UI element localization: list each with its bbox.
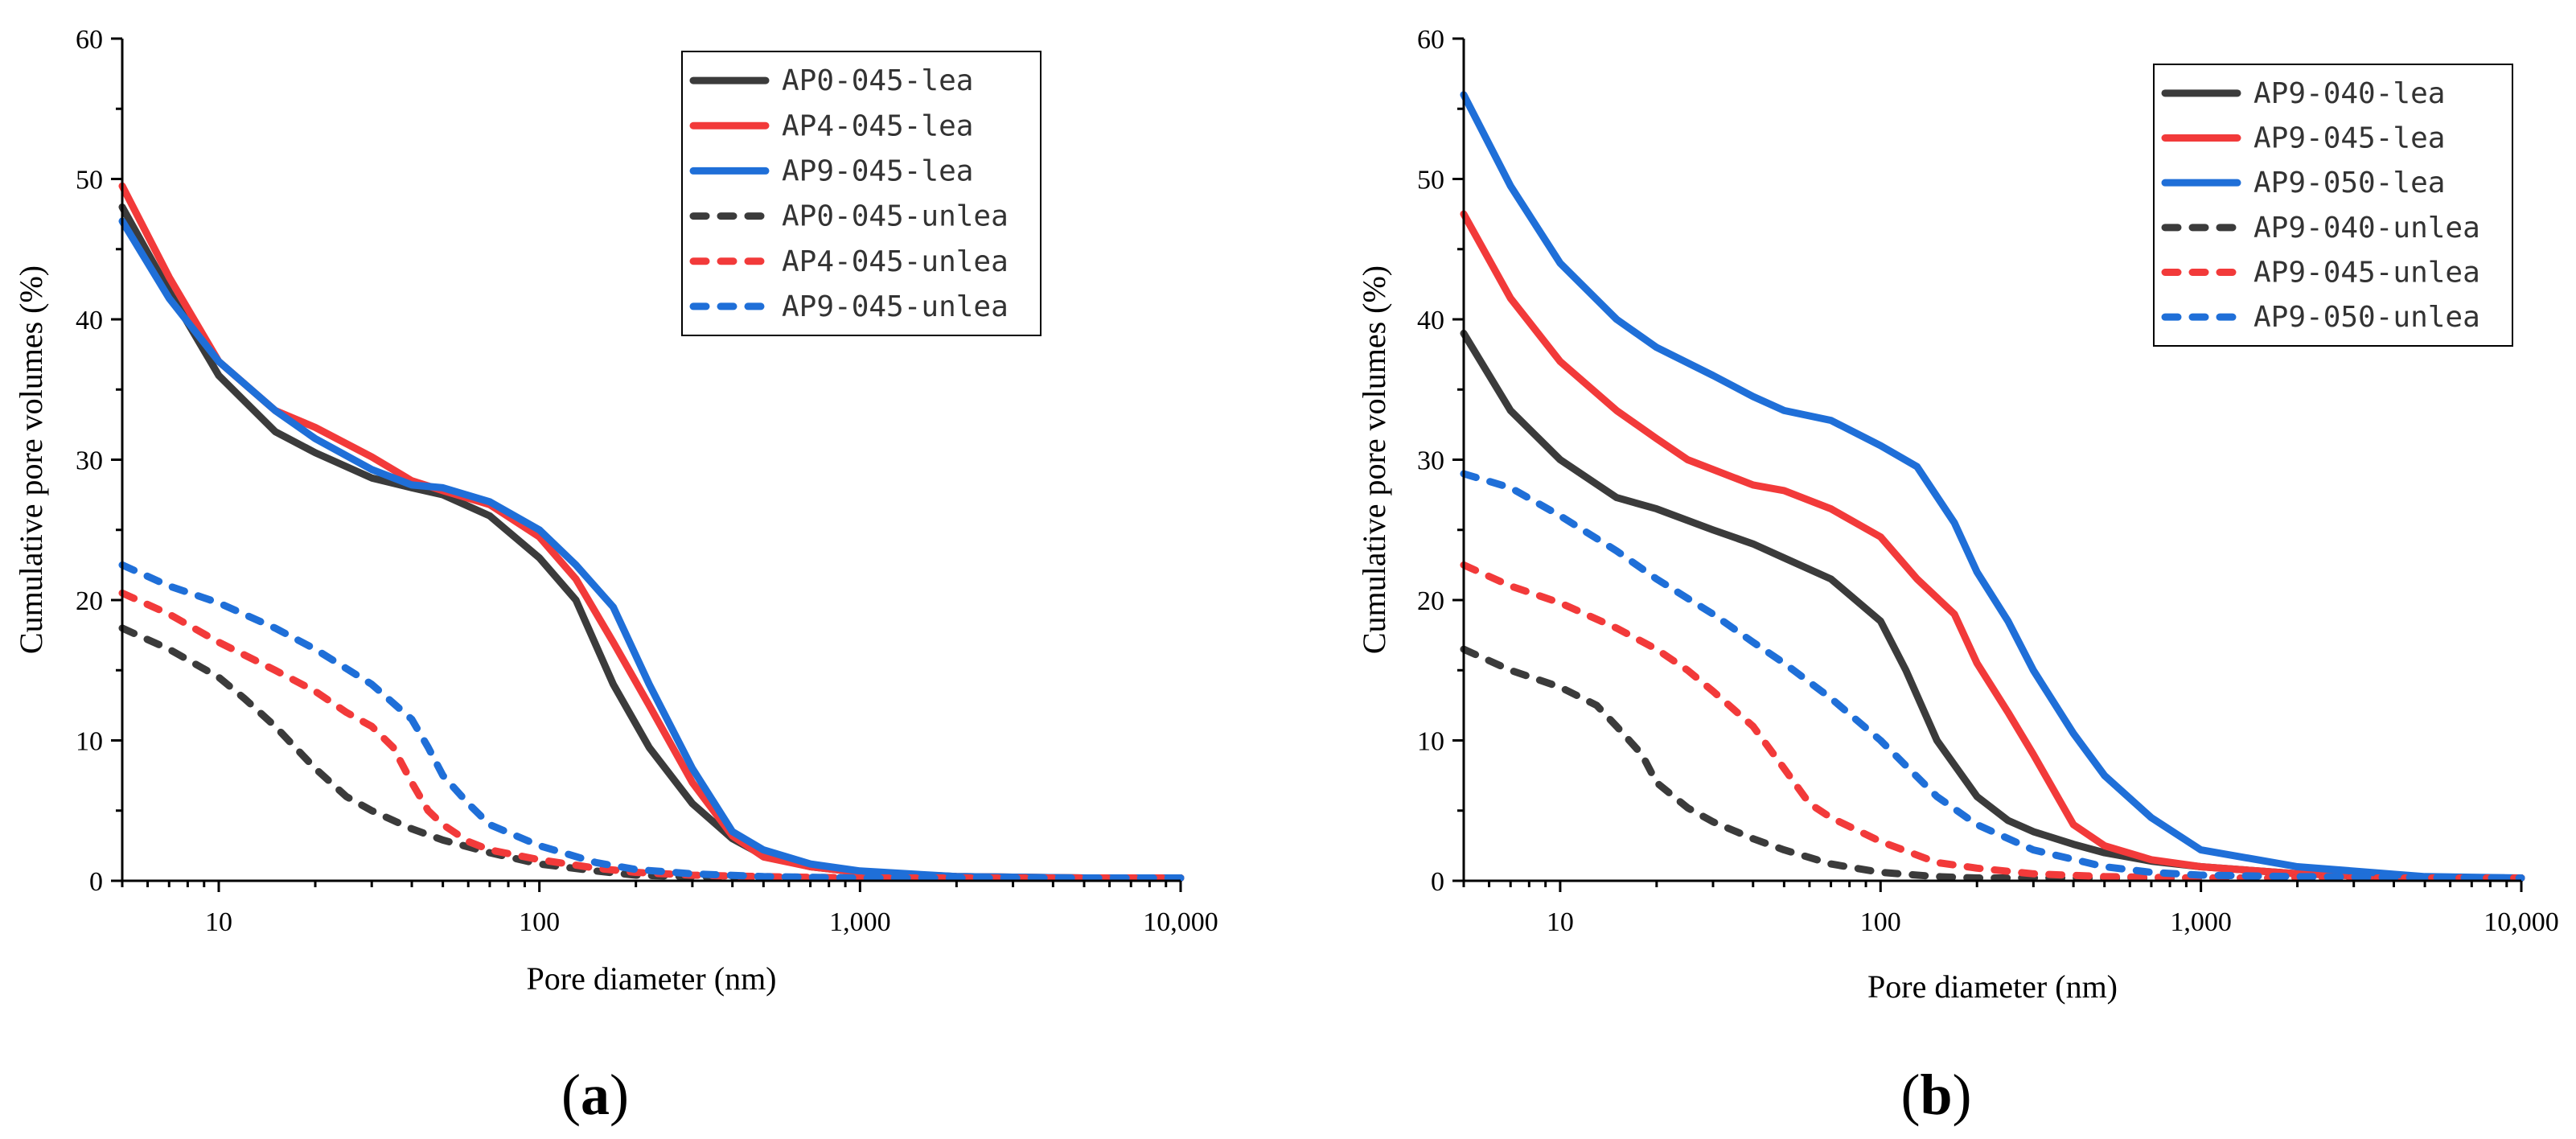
series-group (118, 182, 1185, 882)
panel-paren-open: ( (561, 1063, 581, 1127)
series-line-ap9-050-unlea (1460, 470, 2525, 882)
legend-label: AP9-045-lea (2253, 122, 2445, 155)
chart-panel-b: 0 10 20 30 40 50 60 10 100 1,000 10,000 Pore diamet… (1356, 25, 2559, 1127)
series-line-ap9-045-unlea (118, 561, 1185, 882)
panel-label: (a) (561, 1063, 629, 1127)
y-axis-title: Cumulative pore volumes (%) (1356, 265, 1392, 654)
y-tick-label: 60 (76, 25, 103, 55)
x-axis-title: Pore diameter (nm) (527, 960, 777, 997)
legend-label: AP4-045-lea (782, 109, 973, 142)
chart-panel-a: 0 10 20 30 40 50 60 10 100 1,000 10,000 Pore diamet… (13, 25, 1218, 1127)
panel-paren-close: ) (1953, 1063, 1972, 1127)
x-tick-label: 10,000 (1143, 907, 1218, 937)
panel-paren-open: ( (1900, 1063, 1920, 1127)
series-line-ap9-050-lea (1460, 91, 2525, 882)
y-tick-label: 30 (1417, 446, 1444, 476)
legend-label: AP0-045-lea (782, 64, 973, 97)
y-axis-title: Cumulative pore volumes (%) (13, 265, 49, 654)
panel-paren-close: ) (610, 1063, 629, 1127)
panel-label: (b) (1900, 1063, 1971, 1127)
y-tick-label: 10 (1417, 727, 1444, 757)
x-tick-label: 100 (1860, 907, 1901, 937)
series-line-ap9-045-lea (1460, 210, 2525, 882)
legend-label: AP9-040-lea (2253, 77, 2445, 110)
y-tick-label: 0 (1431, 867, 1444, 897)
legend-label: AP4-045-unlea (782, 245, 1009, 278)
y-tick-label: 40 (1417, 306, 1444, 335)
legend-box (2153, 64, 2513, 347)
panel-letter: b (1920, 1063, 1952, 1127)
series-line-ap9-045-lea (118, 217, 1185, 882)
legend-label: AP9-045-unlea (2253, 257, 2480, 290)
legend-label: AP9-045-unlea (782, 290, 1009, 323)
y-tick-label: 30 (76, 446, 103, 476)
x-tick-label: 10 (1547, 907, 1574, 937)
y-tick-label: 60 (1417, 25, 1444, 55)
x-tick-label: 100 (519, 907, 560, 937)
legend-label: AP9-040-unlea (2253, 212, 2480, 245)
y-tick-label: 50 (1417, 166, 1444, 195)
legend: AP9-040-lea AP9-045-lea AP9-050-lea AP9-040… (2153, 64, 2513, 347)
y-tick-label: 40 (76, 306, 103, 335)
legend-label: AP9-045-lea (782, 154, 973, 187)
x-tick-label: 1,000 (2170, 907, 2232, 937)
y-tick-label: 0 (89, 867, 103, 897)
legend-label: AP9-050-lea (2253, 167, 2445, 199)
y-tick-label: 50 (76, 166, 103, 195)
legend: AP0-045-lea AP4-045-lea AP9-045-lea AP0-045… (681, 51, 1041, 336)
legend-label: AP9-050-unlea (2253, 301, 2480, 334)
x-tick-label: 10,000 (2484, 907, 2559, 937)
series-line-ap9-045-unlea (1460, 561, 2525, 882)
panel-letter: a (581, 1063, 610, 1127)
y-tick-label: 20 (1417, 586, 1444, 616)
x-tick-label: 1,000 (829, 907, 891, 937)
y-tick-label: 20 (76, 586, 103, 616)
series-line-ap9-040-unlea (1460, 645, 2525, 882)
x-axis-title: Pore diameter (nm) (1867, 968, 2118, 1005)
y-tick-label: 10 (76, 727, 103, 757)
x-tick-label: 10 (205, 907, 232, 937)
legend-label: AP0-045-unlea (782, 200, 1009, 233)
legend-box (681, 51, 1041, 336)
series-group (1460, 91, 2525, 882)
